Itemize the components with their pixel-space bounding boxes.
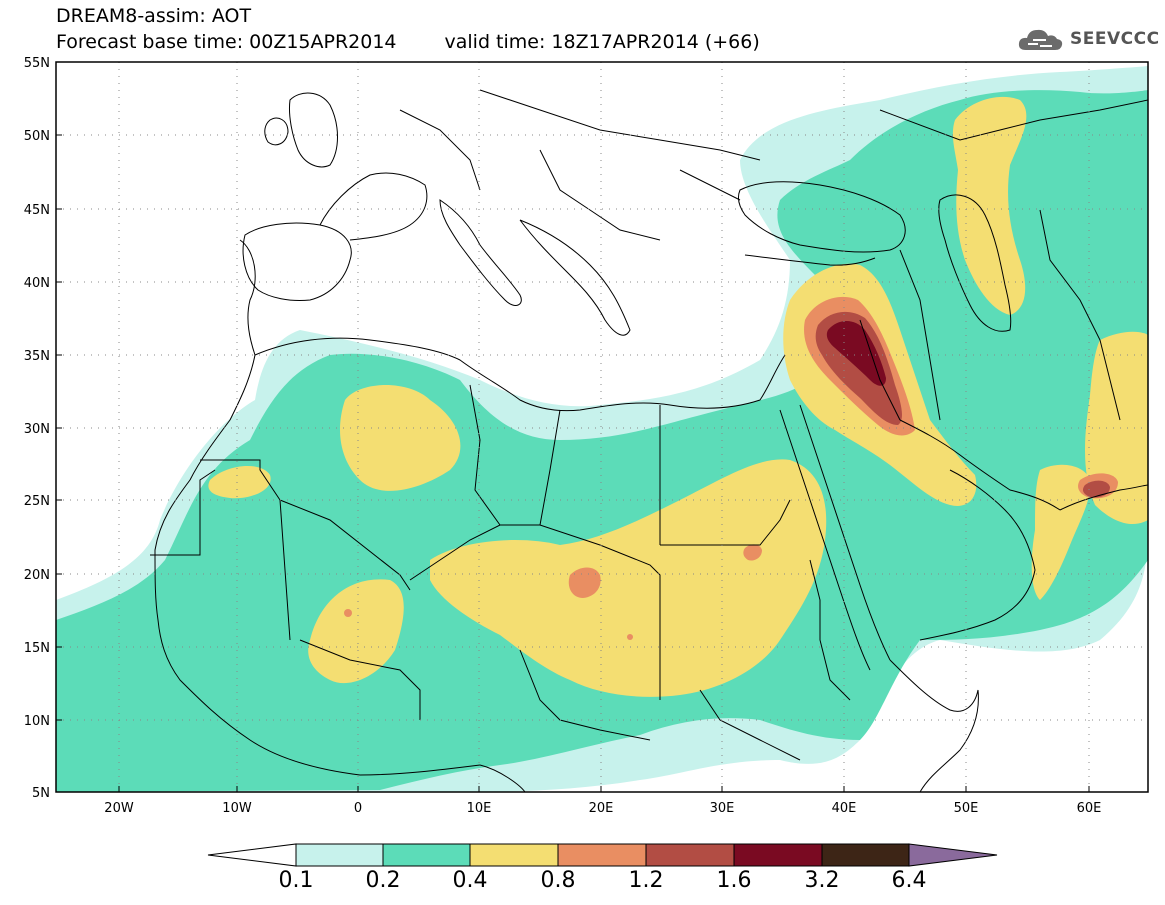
cloud-icon bbox=[1018, 29, 1063, 50]
colorbar-bin bbox=[382, 843, 471, 867]
lat-label: 50N bbox=[24, 129, 50, 144]
colorbar-label: 6.4 bbox=[891, 868, 927, 893]
lon-label: 30E bbox=[710, 801, 735, 816]
map-title: DREAM8-assim: AOT bbox=[56, 5, 252, 27]
seevccc-logo: SEEVCCC bbox=[1016, 22, 1160, 56]
lon-label: 40E bbox=[832, 801, 857, 816]
lat-label: 5N bbox=[32, 786, 50, 801]
lon-label: 10W bbox=[222, 801, 252, 816]
lat-label: 35N bbox=[24, 349, 50, 364]
colorbar-label: 1.6 bbox=[716, 868, 752, 893]
lat-label: 30N bbox=[24, 422, 50, 437]
lon-label: 50E bbox=[954, 801, 979, 816]
colorbar-bin bbox=[557, 843, 647, 867]
colorbar-label: 0.1 bbox=[278, 868, 314, 893]
lon-label: 0 bbox=[354, 801, 362, 816]
colorbar-label: 3.2 bbox=[804, 868, 840, 893]
colorbar-low-arrow bbox=[207, 843, 297, 867]
colorbar-label: 0.8 bbox=[540, 868, 576, 893]
lat-label: 10N bbox=[24, 714, 50, 729]
forecast-times: Forecast base time: 00Z15APR2014 valid ti… bbox=[56, 31, 760, 53]
map-frame bbox=[55, 61, 1149, 793]
colorbar-bin bbox=[295, 843, 384, 867]
lon-label: 20W bbox=[104, 801, 134, 816]
lat-label: 25N bbox=[24, 494, 50, 509]
colorbar-bin bbox=[733, 843, 823, 867]
lon-label: 10E bbox=[467, 801, 492, 816]
aot-field bbox=[56, 62, 1148, 792]
colorbar-bin bbox=[645, 843, 735, 867]
colorbar-label: 1.2 bbox=[628, 868, 664, 893]
lat-label: 45N bbox=[24, 203, 50, 218]
lat-label: 20N bbox=[24, 568, 50, 583]
base-time: Forecast base time: 00Z15APR2014 bbox=[56, 31, 397, 53]
lat-label: 40N bbox=[24, 276, 50, 291]
colorbar-label: 0.4 bbox=[452, 868, 488, 893]
colorbar-bin bbox=[821, 843, 910, 867]
valid-time: valid time: 18Z17APR2014 (+66) bbox=[444, 31, 760, 53]
lat-label: 55N bbox=[24, 56, 50, 71]
lat-label: 15N bbox=[24, 641, 50, 656]
lon-label: 60E bbox=[1077, 801, 1102, 816]
colorbar-label: 0.2 bbox=[365, 868, 401, 893]
colorbar-high-arrow bbox=[908, 843, 998, 867]
lon-label: 20E bbox=[589, 801, 614, 816]
colorbar-bin bbox=[469, 843, 559, 867]
colorbar bbox=[207, 843, 998, 867]
logo-text: SEEVCCC bbox=[1070, 29, 1160, 49]
